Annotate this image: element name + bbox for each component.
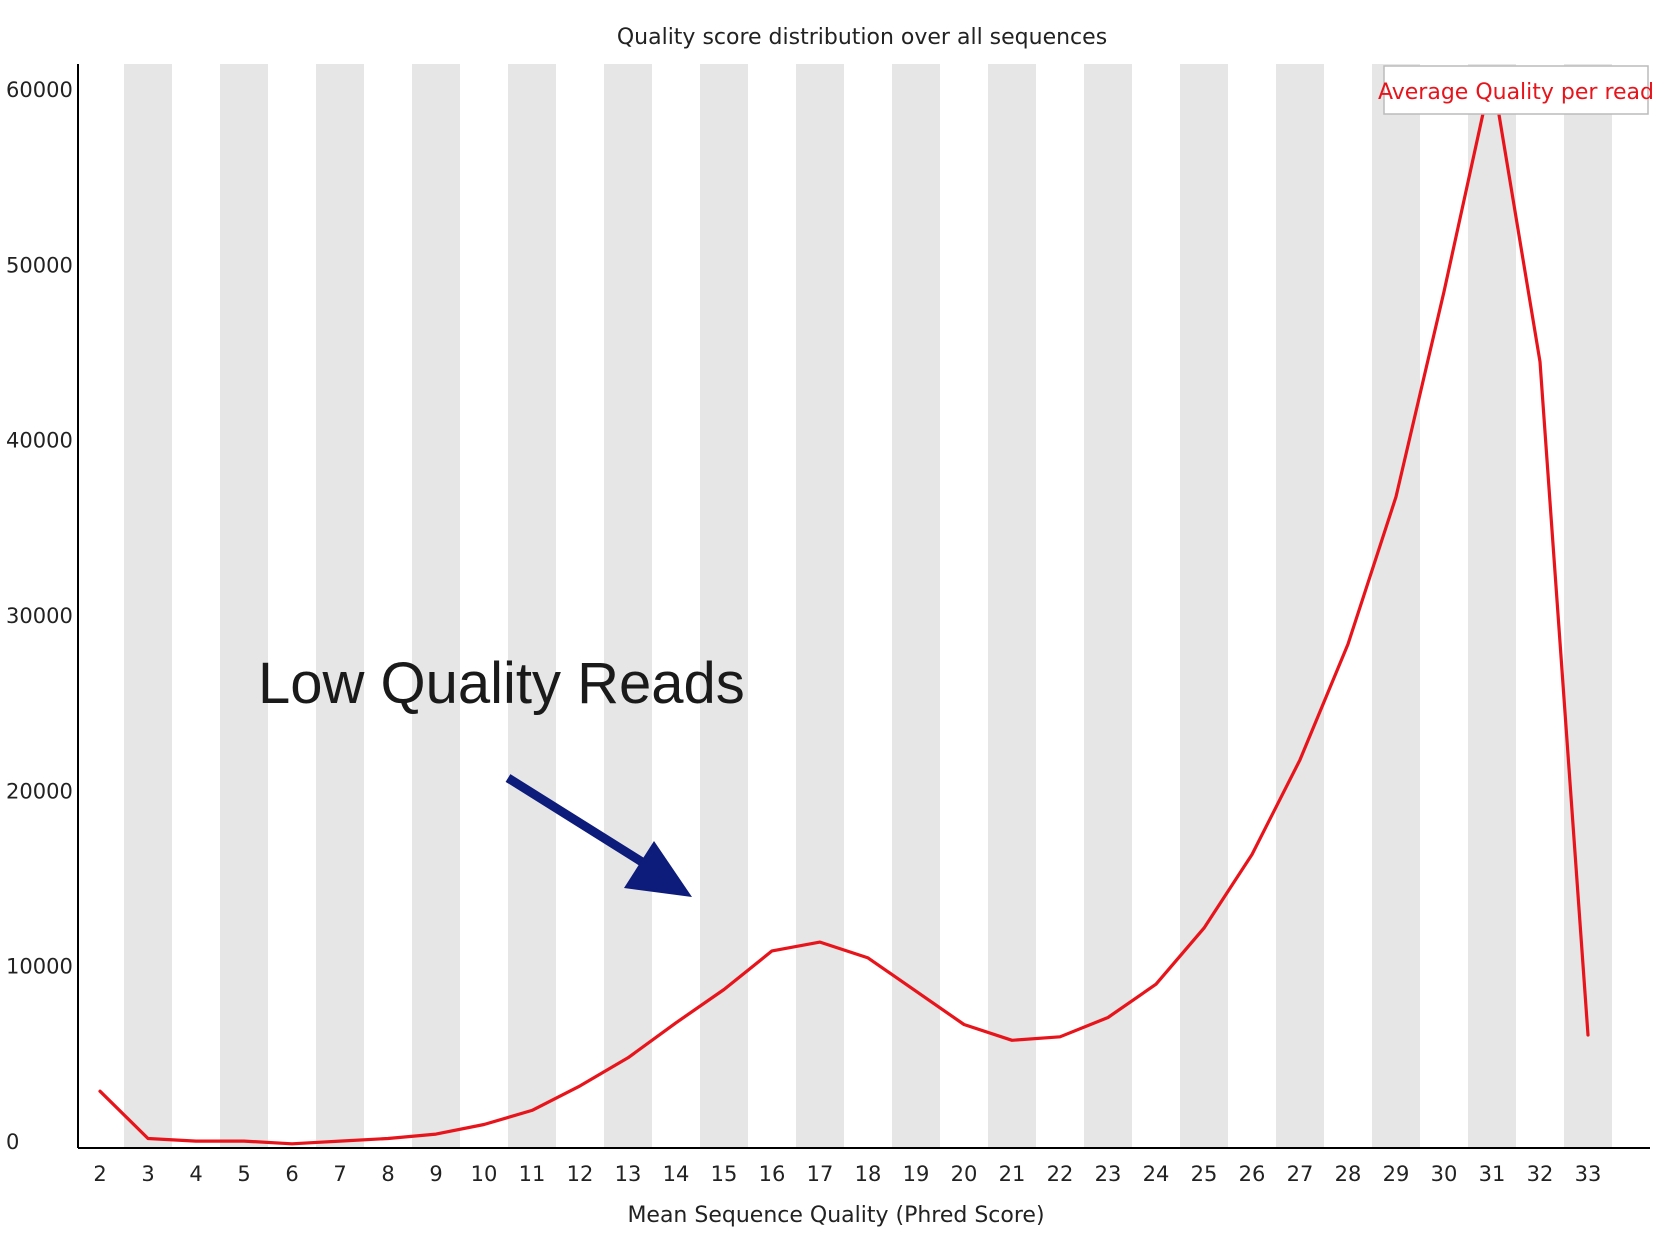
annotation: Low Quality Reads — [258, 651, 745, 897]
x-axis-ticks: 2 3 4 5 6 7 8 9 10 11 12 13 14 15 16 17 18 19 20 21 22 23 24 25… — [93, 1162, 1601, 1186]
band-3 — [124, 64, 172, 1148]
x-tick-label: 32 — [1527, 1162, 1554, 1186]
x-tick-label: 28 — [1335, 1162, 1362, 1186]
y-tick-label: 30000 — [6, 604, 73, 628]
band-27 — [1276, 64, 1324, 1148]
annotation-text: Low Quality Reads — [258, 651, 745, 716]
legend: Average Quality per read — [1378, 65, 1654, 115]
x-tick-label: 30 — [1431, 1162, 1458, 1186]
chart-title: Quality score distribution over all sequ… — [617, 25, 1107, 50]
x-tick-label: 9 — [429, 1162, 442, 1186]
x-tick-label: 6 — [285, 1162, 298, 1186]
band-31 — [1468, 64, 1516, 1148]
x-tick-label: 10 — [471, 1162, 498, 1186]
x-tick-label: 31 — [1479, 1162, 1506, 1186]
band-15 — [700, 64, 748, 1148]
x-tick-label: 15 — [711, 1162, 738, 1186]
y-tick-label: 50000 — [6, 253, 73, 277]
band-11 — [508, 64, 556, 1148]
annotation-arrow-head — [624, 841, 692, 897]
band-33 — [1564, 64, 1612, 1148]
y-axis-ticks: 0 10000 20000 30000 40000 50000 60000 — [6, 78, 73, 1154]
legend-entry: Average Quality per read — [1378, 80, 1654, 105]
x-tick-label: 7 — [333, 1162, 346, 1186]
x-axis-title: Mean Sequence Quality (Phred Score) — [627, 1203, 1044, 1228]
band-23 — [1084, 64, 1132, 1148]
y-tick-label: 0 — [6, 1130, 19, 1154]
y-tick-label: 40000 — [6, 429, 73, 453]
x-tick-label: 23 — [1095, 1162, 1122, 1186]
y-tick-label: 10000 — [6, 955, 73, 979]
x-tick-label: 26 — [1239, 1162, 1266, 1186]
x-tick-label: 20 — [951, 1162, 978, 1186]
x-tick-label: 16 — [759, 1162, 786, 1186]
x-tick-label: 14 — [663, 1162, 690, 1186]
y-tick-label: 20000 — [6, 779, 73, 803]
band-25 — [1180, 64, 1228, 1148]
x-tick-label: 3 — [141, 1162, 154, 1186]
y-tick-label: 60000 — [6, 78, 73, 102]
background-bands — [124, 64, 1612, 1148]
x-tick-label: 22 — [1047, 1162, 1074, 1186]
x-tick-label: 21 — [999, 1162, 1026, 1186]
band-19 — [892, 64, 940, 1148]
x-tick-label: 25 — [1191, 1162, 1218, 1186]
x-tick-label: 27 — [1287, 1162, 1314, 1186]
legend-box — [1383, 65, 1649, 115]
x-tick-label: 13 — [615, 1162, 642, 1186]
series-layer — [98, 70, 1590, 1146]
x-tick-label: 11 — [519, 1162, 546, 1186]
band-21 — [988, 64, 1036, 1148]
band-17 — [796, 64, 844, 1148]
annotation-arrow-shaft — [505, 774, 645, 866]
x-tick-label: 24 — [1143, 1162, 1170, 1186]
band-13 — [604, 64, 652, 1148]
x-tick-label: 17 — [807, 1162, 834, 1186]
x-tick-label: 8 — [381, 1162, 394, 1186]
x-tick-label: 12 — [567, 1162, 594, 1186]
x-tick-label: 33 — [1575, 1162, 1602, 1186]
x-tick-label: 2 — [93, 1162, 106, 1186]
band-5 — [220, 64, 268, 1148]
x-tick-label: 29 — [1383, 1162, 1410, 1186]
x-tick-label: 19 — [903, 1162, 930, 1186]
band-7 — [316, 64, 364, 1148]
x-tick-label: 5 — [237, 1162, 250, 1186]
band-29 — [1372, 64, 1420, 1148]
x-tick-label: 4 — [189, 1162, 202, 1186]
band-9 — [412, 64, 460, 1148]
series-line-0 — [98, 70, 1590, 1146]
x-tick-label: 18 — [855, 1162, 882, 1186]
